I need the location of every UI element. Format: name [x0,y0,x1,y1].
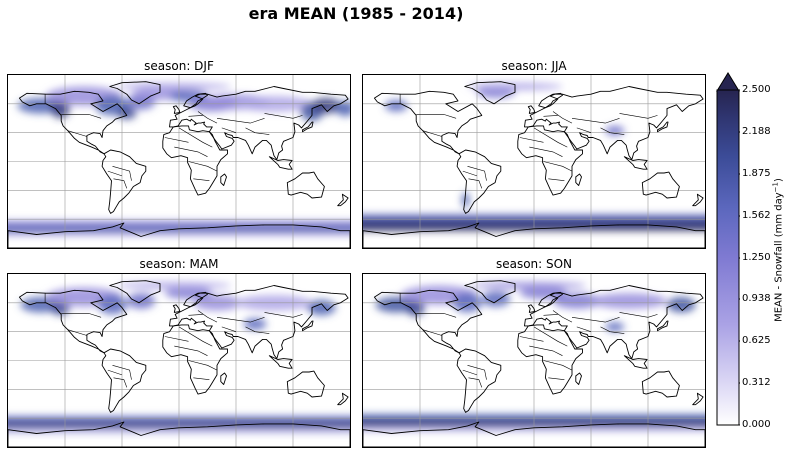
country-borders [399,293,658,388]
coastline-scandinavia [538,291,563,308]
colorbar-tick-label: 0.938 [742,293,771,304]
coastline-madagascar [575,173,582,186]
coastlines [8,81,350,248]
coastline-australia [286,370,325,398]
coastline-scandinavia [183,92,208,109]
colorbar-tick-label: 0.000 [742,419,771,430]
graticule [363,75,705,248]
coastline-samerica [101,348,147,413]
coastline-africa [517,324,583,395]
colorbar-label: MEAN - Snowfall (mm day−1) [771,178,785,322]
coastline-eurasia [169,86,349,161]
coastline-eurasia [169,285,349,360]
coastline-namerica [373,90,483,155]
map-svg-mam [8,274,350,447]
coastline-antarctica [363,222,705,248]
colorbar-body [716,89,740,426]
coastline-indonesia [623,156,648,170]
coastline-africa [162,324,228,395]
map-panel-mam [7,273,351,448]
coastline-uk [527,304,536,313]
colorbar-tick-label: 1.875 [742,168,771,179]
coastline-greenland [109,81,161,105]
graticule [8,274,350,447]
coastline-namerica [18,90,128,155]
coastline-eurasia [524,285,704,360]
coastline-scandinavia [538,92,563,109]
map-svg-son [363,274,705,447]
coastline-samerica [456,348,502,413]
coastline-antarctica [8,222,350,248]
colorbar-tick-label: 2.500 [742,84,771,95]
coastline-antarctica [8,421,350,447]
coastline-uk [527,105,536,114]
coastline-indonesia [623,355,648,369]
coastline-madagascar [220,173,227,186]
country-borders [44,94,303,189]
panel-title-son: season: SON [495,257,573,271]
coastline-africa [517,125,583,196]
map-svg-jja [363,75,705,248]
coastlines [8,280,350,447]
coastline-greenland [464,280,516,304]
panel-title-mam: season: MAM [139,257,219,271]
map-svg-djf [8,75,350,248]
colorbar-tick-label: 2.188 [742,126,771,137]
coastline-newzealand [337,392,349,406]
coastline-indonesia [268,355,293,369]
coastline-japan [657,121,669,133]
colorbar-tick-label: 1.562 [742,210,771,221]
colorbar-extend-arrow [716,72,740,92]
colorbar-tick-label: 1.250 [742,252,771,263]
map-panel-djf [7,74,351,249]
graticule [363,274,705,447]
colorbar-tick-label: 0.625 [742,335,771,346]
colorbar [716,72,740,426]
coastline-greenland [109,280,161,304]
coastline-australia [641,370,680,398]
figure-title: era MEAN (1985 - 2014) [248,4,464,23]
coastlines [363,81,705,248]
country-borders [44,293,303,388]
coastline-madagascar [220,372,227,385]
colorbar-tick-label: 0.312 [742,377,771,388]
coastline-greenland [464,81,516,105]
coastline-namerica [18,289,128,354]
coastline-samerica [456,149,502,214]
country-borders [399,94,658,189]
coastline-uk [172,304,181,313]
coastline-uk [172,105,181,114]
coastline-namerica [373,289,483,354]
coastline-madagascar [575,372,582,385]
coastline-samerica [101,149,147,214]
panel-title-jja: season: JJA [501,59,567,73]
coastline-africa [162,125,228,196]
coastline-newzealand [692,392,704,406]
coastline-eurasia [524,86,704,161]
panel-title-djf: season: DJF [144,59,214,73]
coastline-indonesia [268,156,293,170]
coastlines [363,280,705,447]
map-panel-jja [362,74,706,249]
coastline-australia [641,171,680,199]
coastline-antarctica [363,421,705,447]
coastline-japan [302,121,314,133]
coastline-newzealand [692,193,704,207]
coastline-scandinavia [183,291,208,308]
coastline-newzealand [337,193,349,207]
coastline-japan [657,320,669,332]
colorbar-tick-marks [739,89,740,426]
coastline-japan [302,320,314,332]
graticule [8,75,350,248]
coastline-australia [286,171,325,199]
map-panel-son [362,273,706,448]
